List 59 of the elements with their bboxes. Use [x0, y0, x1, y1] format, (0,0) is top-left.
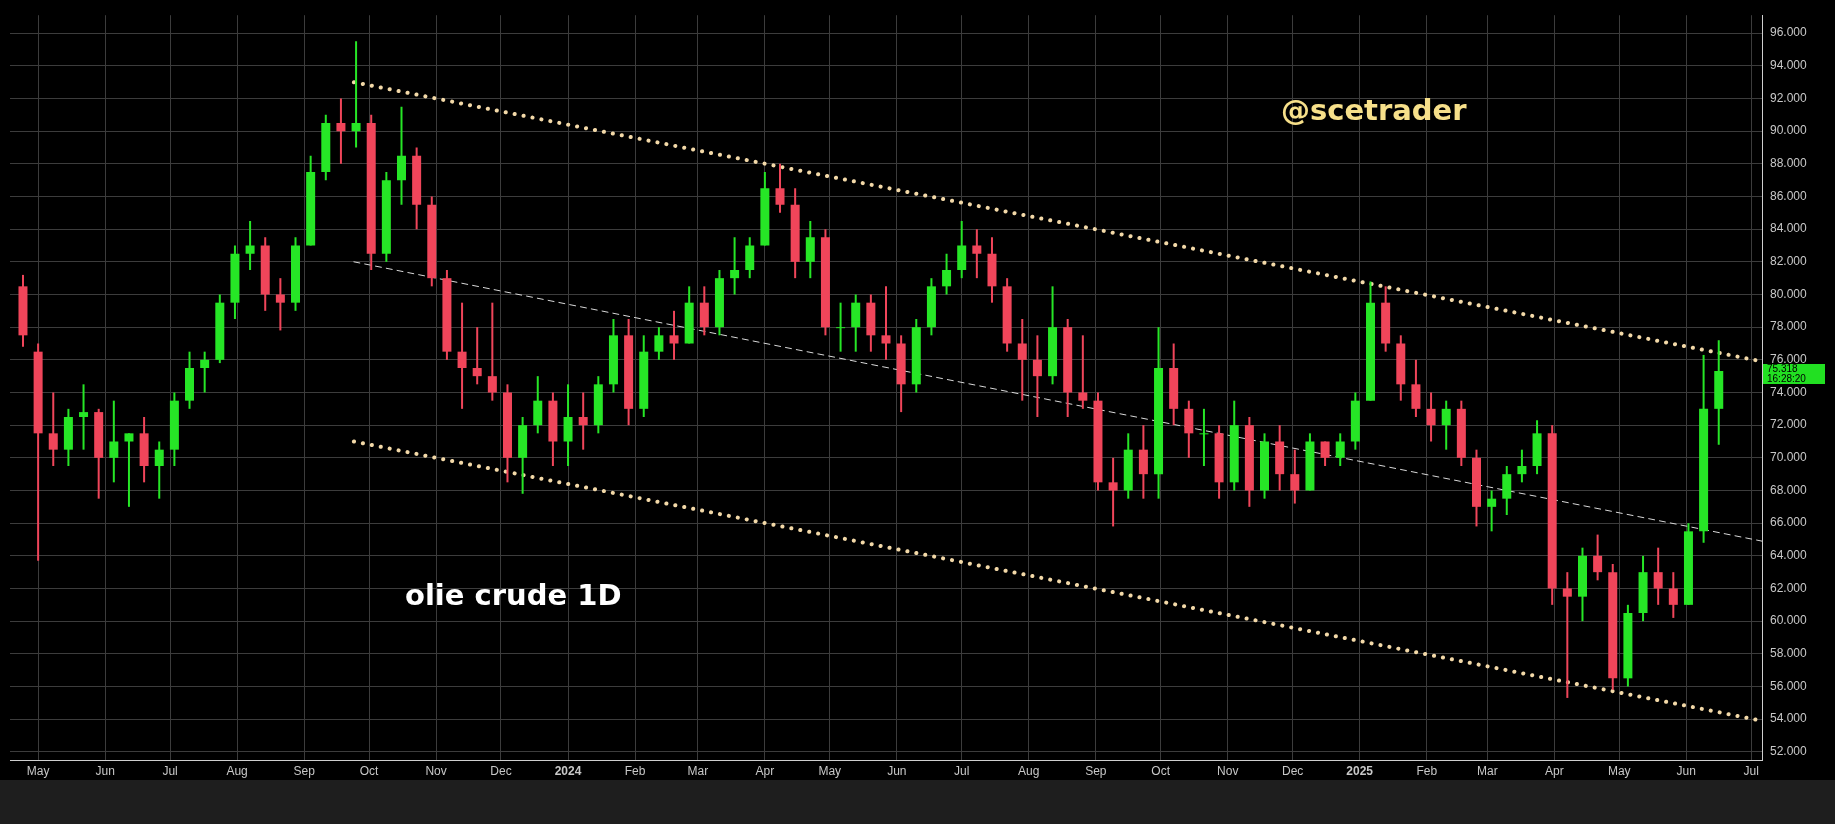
y-tick-label: 96.000	[1770, 25, 1808, 40]
y-tick-label: 92.000	[1770, 90, 1808, 105]
x-tick-label: Jun	[887, 763, 907, 778]
text: 75.318	[1767, 363, 1798, 374]
y-tick-label: 54.000	[1770, 711, 1808, 726]
x-tick-label: Jun	[95, 763, 115, 778]
y-tick-label: 84.000	[1770, 221, 1808, 236]
x-tick-label: Nov	[1217, 763, 1239, 778]
y-tick-label: 94.000	[1770, 58, 1808, 73]
x-tick-label: Dec	[490, 763, 512, 778]
y-tick-label: 68.000	[1770, 482, 1808, 497]
x-tick-label: Jul	[1743, 763, 1759, 778]
y-tick-label: 74.000	[1770, 384, 1808, 399]
x-tick-label: Sep	[293, 763, 316, 778]
candlestick	[351, 41, 361, 148]
x-tick-label: Jun	[1676, 763, 1696, 778]
y-tick-label: 78.000	[1770, 319, 1808, 334]
candlestick	[1199, 408, 1209, 466]
y-tick-label: 88.000	[1770, 156, 1808, 171]
x-tick-label: Feb	[624, 763, 646, 778]
y-tick-label: 62.000	[1770, 580, 1808, 595]
x-tick-label: 2025	[1346, 763, 1374, 778]
y-tick-label: 56.000	[1770, 678, 1808, 693]
text: olie crude 1D	[405, 578, 622, 612]
x-tick-label: Dec	[1281, 763, 1304, 778]
x-tick-label: May	[818, 763, 842, 778]
x-tick-label: Apr	[755, 763, 775, 778]
y-tick-label: 72.000	[1770, 417, 1808, 432]
y-tick-label: 86.000	[1770, 188, 1808, 203]
y-tick-label: 66.000	[1770, 515, 1808, 530]
x-tick-label: Feb	[1416, 763, 1438, 778]
x-tick-label: Mar	[687, 763, 709, 778]
text: 16:28:20	[1767, 373, 1807, 384]
y-tick-label: 58.000	[1770, 646, 1808, 661]
y-tick-label: 82.000	[1770, 254, 1808, 269]
x-tick-label: Jul	[162, 763, 178, 778]
candlestick	[836, 302, 846, 352]
y-tick-label: 60.000	[1770, 613, 1808, 628]
x-tick-label: Aug	[226, 763, 248, 778]
candlestick	[1562, 572, 1572, 698]
x-tick-label: Mar	[1476, 763, 1498, 778]
y-tick-label: 80.000	[1770, 286, 1808, 301]
x-tick-label: Oct	[359, 763, 380, 778]
candlestick	[79, 384, 89, 450]
annotation: @scetrader	[1281, 93, 1467, 127]
x-tick-label: Jul	[954, 763, 970, 778]
x-tick-label: Aug	[1018, 763, 1040, 778]
x-tick-label: Apr	[1545, 763, 1564, 778]
x-tick-label: Sep	[1085, 763, 1107, 778]
y-tick-label: 90.000	[1770, 123, 1808, 138]
y-tick-label: 70.000	[1770, 450, 1808, 465]
x-tick-label: Oct	[1151, 763, 1171, 778]
x-tick-label: May	[26, 763, 50, 778]
x-tick-label: 2024	[554, 763, 582, 778]
x-tick-label: Nov	[425, 763, 447, 778]
candlestick	[1078, 335, 1088, 409]
y-tick-label: 52.000	[1770, 744, 1808, 759]
y-tick-label: 64.000	[1770, 548, 1808, 563]
x-tick-label: May	[1607, 763, 1631, 778]
